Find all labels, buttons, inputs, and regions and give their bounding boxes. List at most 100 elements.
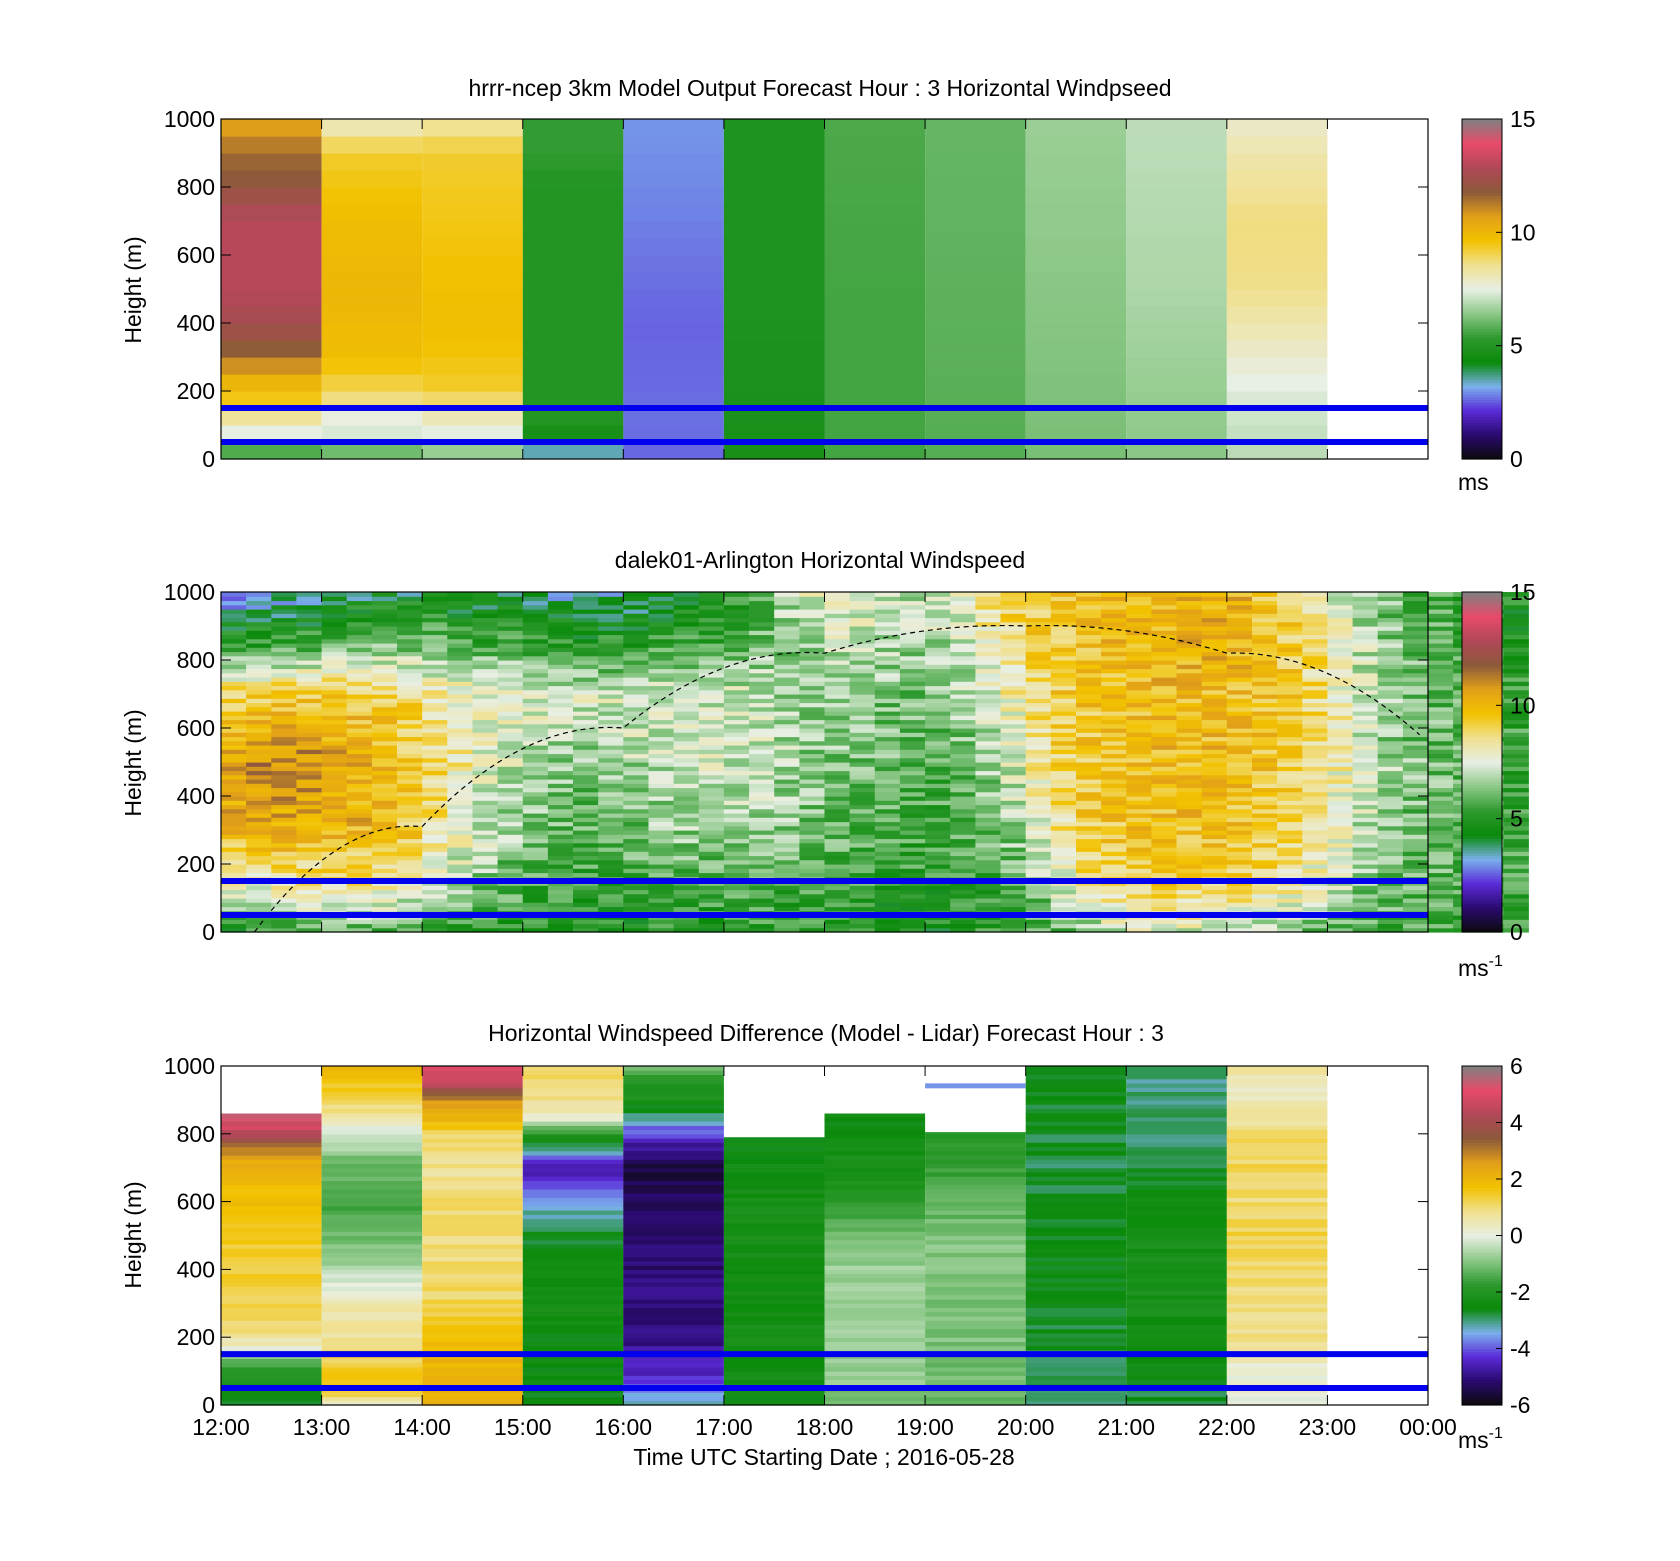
heatmap-cell [950,630,976,636]
heatmap-cell [723,626,750,631]
heatmap-cell [1101,825,1127,831]
heatmap-cell [1327,638,1353,644]
colorbar-tick-label: 0 [1510,919,1523,945]
heatmap-cell [547,885,574,891]
heatmap-cell [623,340,724,358]
heatmap-cell [698,630,725,636]
heatmap-cell [1377,655,1404,661]
heatmap-cell [723,711,750,716]
heatmap-cell [346,621,373,627]
heatmap-cell [623,838,649,844]
heatmap-cell [1151,719,1177,725]
heatmap-cell [1277,825,1303,831]
heatmap-cell [673,664,700,670]
heatmap-cell [1126,745,1152,750]
heatmap-cell [799,757,825,763]
heatmap-cell [321,847,348,852]
heatmap-cell [397,808,423,814]
heatmap-cell [1226,855,1253,861]
heatmap-cell [221,323,322,341]
heatmap-cell [296,711,322,716]
heatmap-cell [221,715,247,721]
heatmap-cell [925,855,951,861]
heatmap-cell [472,766,498,772]
heatmap-cell [221,391,322,409]
heatmap-cell [573,621,599,627]
heatmap-cell [1327,600,1353,606]
heatmap-cell [1076,762,1102,767]
heatmap-cell [723,838,750,844]
heatmap-cell [925,702,951,708]
heatmap-cell [1252,660,1278,665]
heatmap-cell [673,757,700,763]
heatmap-cell [1151,791,1177,797]
heatmap-cell [799,638,825,644]
heatmap-cell [950,600,976,606]
heatmap-cell [598,698,624,704]
heatmap-cell [673,796,700,801]
heatmap-cell [371,621,398,627]
heatmap-cell [975,626,1001,631]
heatmap-cell [1151,689,1177,695]
heatmap-cell [371,779,398,784]
colorbar-segment [1462,127,1502,131]
heatmap-cell [497,830,524,835]
heatmap-cell [296,927,322,933]
heatmap-cell [1428,757,1454,763]
heatmap-cell [1302,677,1328,682]
heatmap-cell [1327,719,1353,725]
heatmap-cell [1252,715,1278,721]
colorbar-segment [1462,408,1502,412]
heatmap-cell [371,711,398,716]
heatmap-cell [371,770,398,776]
heatmap-cell [321,1231,423,1237]
heatmap-cell [1201,830,1228,835]
heatmap-cell [547,889,574,895]
heatmap-cell [799,715,825,721]
heatmap-cell [698,898,725,903]
heatmap-cell [824,864,850,869]
heatmap-cell [1428,923,1454,929]
heatmap-cell [774,664,800,670]
heatmap-cell [296,825,322,831]
heatmap-cell [1176,621,1202,627]
heatmap-cell [547,668,574,674]
heatmap-cell [723,651,750,657]
heatmap-cell [1126,391,1227,409]
heatmap-cell [1327,804,1353,810]
heatmap-cell [698,715,725,721]
heatmap-cell [573,677,599,682]
heatmap-cell [925,613,951,619]
heatmap-cell [1252,621,1278,627]
heatmap-cell [1101,677,1127,682]
heatmap-cell [1352,681,1379,687]
heatmap-cell [673,838,700,844]
heatmap-cell [623,442,724,460]
heatmap-cell [346,600,373,606]
heatmap-cell [573,660,599,665]
heatmap-cell [1428,719,1454,725]
heatmap-cell [1402,787,1429,793]
heatmap-cell [1101,830,1127,835]
heatmap-cell [975,830,1001,835]
colorbar-segment [1462,660,1502,664]
heatmap-cell [346,817,373,823]
heatmap-cell [422,1400,523,1406]
heatmap-cell [1201,834,1228,840]
heatmap-cell [296,817,322,823]
heatmap-cell [1050,689,1077,695]
heatmap-cell [497,630,524,636]
heatmap-cell [296,604,322,610]
heatmap-cell [975,800,1001,806]
heatmap-cell [522,706,549,712]
heatmap-cell [874,783,901,789]
colorbar-segment [1462,121,1502,126]
heatmap-cell [1101,753,1127,759]
heatmap-cell [422,1087,523,1092]
heatmap-cell [925,706,951,712]
heatmap-cell [1151,834,1177,840]
heatmap-cell [1000,711,1026,716]
heatmap-cell [723,672,750,678]
heatmap-cell [271,766,297,772]
heatmap-cell [950,800,976,806]
